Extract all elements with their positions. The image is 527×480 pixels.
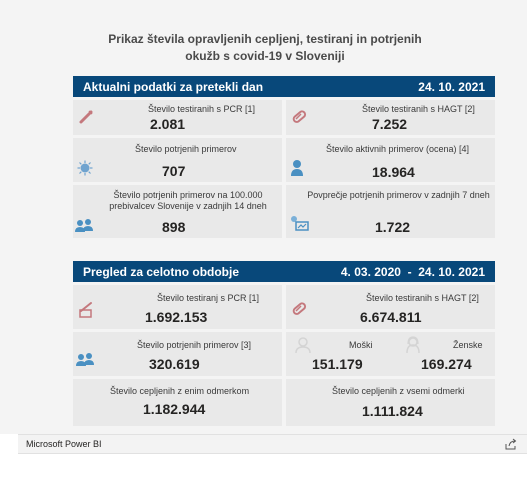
person-icon — [291, 160, 303, 176]
rapid-test-icon — [292, 110, 307, 123]
group-icon — [75, 219, 93, 232]
share-icon[interactable] — [505, 438, 517, 450]
female-value: 169.274 — [421, 356, 472, 372]
vacc-all-label: Število cepljenih z vsemi odmerki — [332, 386, 465, 396]
total-hagt-label: Število testiranih s HAGT [2] — [366, 293, 479, 303]
total-header: Pregled za celotno obdobje 4. 03. 2020 -… — [73, 261, 495, 282]
male-value: 151.179 — [312, 356, 363, 372]
daily-avg7-card[interactable]: Povprečje potrjenih primerov v zadnjih 7… — [286, 185, 495, 238]
daily-active-value: 18.964 — [372, 164, 415, 180]
total-confirmed-label: Število potrjenih primerov [3] — [137, 340, 252, 350]
daily-panel: Aktualni podatki za pretekli dan 24. 10.… — [73, 76, 495, 238]
test-kit-icon — [79, 302, 92, 318]
virus-icon — [77, 160, 93, 176]
powerbi-brand-link[interactable]: Microsoft Power BI — [26, 439, 102, 449]
daily-avg7-label: Povprečje potrjenih primerov v zadnjih 7… — [307, 190, 490, 200]
total-vacc-all-card[interactable]: Število cepljenih z vsemi odmerki 1.111.… — [286, 379, 495, 426]
daily-active-label: Število aktivnih primerov (ocena) [4] — [326, 144, 470, 154]
daily-avg7-value: 1.722 — [375, 219, 411, 235]
daily-pcr-value: 2.081 — [150, 116, 186, 132]
total-confirmed-value: 320.619 — [149, 356, 200, 372]
powerbi-footer: Microsoft Power BI — [18, 434, 527, 454]
female-label: Ženske — [453, 340, 483, 350]
daily-per100k-label: Število potrjenih primerov na 100.000 pr… — [109, 190, 267, 211]
total-hagt-card[interactable]: Število testiranih s HAGT [2] 6.674.811 — [286, 285, 495, 329]
total-panel: Pregled za celotno obdobje 4. 03. 2020 -… — [73, 261, 495, 426]
total-gender-card[interactable]: Moški 151.179 Ženske 169.274 — [286, 332, 495, 376]
daily-date: 24. 10. 2021 — [418, 79, 485, 94]
daily-confirmed-label: Število potrjenih primerov — [135, 144, 237, 154]
daily-active-card[interactable]: Število aktivnih primerov (ocena) [4] 18… — [286, 138, 495, 182]
report-title: Prikaz števila opravljenih cepljenj, tes… — [108, 32, 422, 63]
chart-icon — [291, 216, 309, 231]
daily-per100k-value: 898 — [162, 219, 186, 235]
daily-per100k-card[interactable]: Število potrjenih primerov na 100.000 pr… — [73, 185, 282, 238]
daily-hagt-value: 7.252 — [372, 116, 408, 132]
daily-confirmed-card[interactable]: Število potrjenih primerov 707 — [73, 138, 282, 182]
total-hagt-value: 6.674.811 — [360, 309, 422, 325]
total-pcr-card[interactable]: Število testiranj s PCR [1] 1.692.153 — [73, 285, 282, 329]
total-header-label: Pregled za celotno obdobje — [83, 264, 240, 279]
total-pcr-label: Število testiranj s PCR [1] — [157, 293, 260, 303]
daily-pcr-card[interactable]: Število testiranih s PCR [1] 2.081 — [73, 100, 282, 135]
total-vacc-one-card[interactable]: Število cepljenih z enim odmerkom 1.182.… — [73, 379, 282, 426]
male-icon — [295, 337, 311, 354]
daily-pcr-label: Število testiranih s PCR [1] — [148, 104, 256, 114]
group-icon — [76, 353, 94, 366]
powerbi-report-canvas: Prikaz števila opravljenih cepljenj, tes… — [0, 0, 527, 434]
female-icon — [406, 336, 420, 354]
daily-header: Aktualni podatki za pretekli dan 24. 10.… — [73, 76, 495, 97]
daily-confirmed-value: 707 — [162, 163, 186, 179]
rapid-test-icon — [292, 302, 307, 315]
total-pcr-value: 1.692.153 — [145, 309, 208, 325]
vacc-one-value: 1.182.944 — [143, 401, 206, 417]
total-confirmed-card[interactable]: Število potrjenih primerov [3] 320.619 — [73, 332, 282, 376]
vacc-one-label: Število cepljenih z enim odmerkom — [110, 386, 250, 396]
total-date-range: 4. 03. 2020 - 24. 10. 2021 — [340, 264, 485, 279]
male-label: Moški — [349, 340, 373, 350]
daily-hagt-label: Število testiranih s HAGT [2] — [362, 104, 475, 114]
daily-header-label: Aktualni podatki za pretekli dan — [83, 79, 264, 94]
daily-hagt-card[interactable]: Število testiranih s HAGT [2] 7.252 — [286, 100, 495, 135]
test-tube-icon — [79, 110, 93, 124]
vacc-all-value: 1.111.824 — [362, 403, 423, 419]
